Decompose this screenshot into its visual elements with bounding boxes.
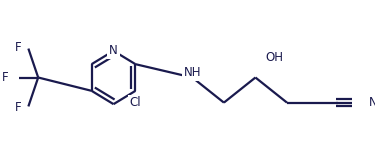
Text: OH: OH (266, 51, 284, 64)
Text: NH: NH (184, 66, 201, 79)
Text: F: F (2, 71, 9, 84)
Text: F: F (15, 101, 21, 114)
Text: F: F (15, 41, 21, 54)
Text: N: N (369, 96, 375, 109)
Text: Cl: Cl (130, 97, 141, 109)
Text: N: N (109, 44, 118, 57)
